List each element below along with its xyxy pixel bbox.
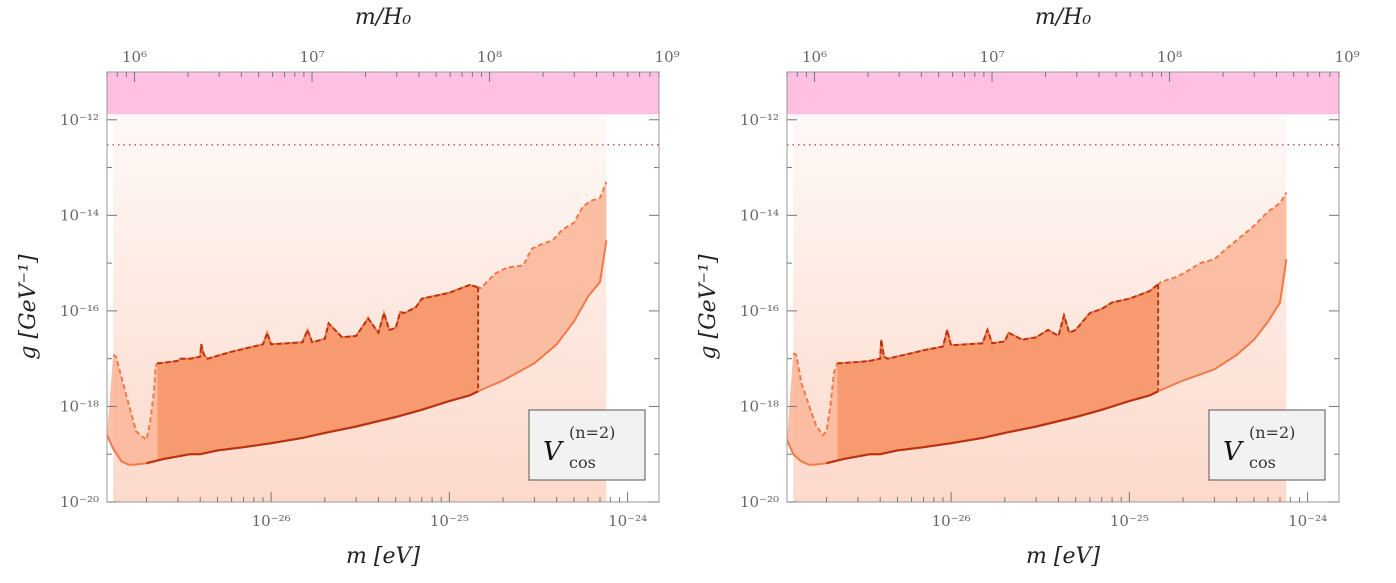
solid-inner-curve xyxy=(146,390,479,465)
y-tick-label: 10⁻²⁰ xyxy=(740,493,779,511)
y-tick-label: 10⁻¹⁴ xyxy=(60,206,99,224)
legend-superscript: (n=2) xyxy=(1249,423,1295,442)
top-tick-label: 10⁹ xyxy=(1335,48,1360,66)
dashed-inner-curve xyxy=(837,283,1159,365)
regions xyxy=(107,114,608,502)
solid-inner-curve xyxy=(826,390,1159,465)
y-tick-label: 10⁻¹⁶ xyxy=(740,302,779,320)
y-tick-label: 10⁻¹⁴ xyxy=(740,206,779,224)
legend-label: V xyxy=(1223,437,1244,467)
panel-1: 10⁻²⁶ 10⁻²⁵ 10⁻²⁴ 10⁶ 10⁷ 10⁸ 10⁹ 10⁻¹² 10⁻¹⁴ 10⁻… xyxy=(16,5,680,569)
y-tick-label: 10⁻¹² xyxy=(60,111,99,129)
excluded-band xyxy=(107,72,659,115)
x-axis-title: m [eV] xyxy=(346,544,420,569)
x-tick-label: 10⁻²⁶ xyxy=(252,512,291,530)
y-tick-label: 10⁻¹² xyxy=(740,111,779,129)
excluded-band xyxy=(787,72,1339,115)
x-tick-label: 10⁻²⁵ xyxy=(430,512,469,530)
top-tick-label: 10⁸ xyxy=(1157,48,1182,66)
legend-superscript: (n=2) xyxy=(569,423,615,442)
dashed-inner-curve xyxy=(157,283,479,365)
top-tick-label: 10⁸ xyxy=(477,48,502,66)
legend-box xyxy=(528,409,646,481)
legend-subscript: cos xyxy=(1249,453,1276,472)
y-tick-label: 10⁻¹⁸ xyxy=(740,397,779,415)
plot-frame xyxy=(106,71,660,503)
y-tick-label: 10⁻¹⁸ xyxy=(60,397,99,415)
x-tick-label: 10⁻²⁴ xyxy=(1288,512,1327,530)
top-tick-label: 10⁶ xyxy=(122,48,147,66)
legend-label: V xyxy=(543,437,564,467)
legend-box xyxy=(1208,409,1326,481)
inner-allowed-region xyxy=(146,284,479,464)
x-tick-label: 10⁻²⁴ xyxy=(608,512,647,530)
top-tick-label: 10⁹ xyxy=(655,48,680,66)
regions xyxy=(787,114,1288,502)
x-axis-title: m [eV] xyxy=(1026,544,1100,569)
plot-frame xyxy=(786,71,1340,503)
top-tick-label: 10⁷ xyxy=(299,48,324,66)
legend-subscript: cos xyxy=(569,453,596,472)
top-tick-label: 10⁶ xyxy=(802,48,827,66)
y-axis-title: g [GeV⁻¹] xyxy=(16,254,41,360)
x-tick-label: 10⁻²⁶ xyxy=(932,512,971,530)
top-axis-title: m/H₀ xyxy=(355,5,411,30)
x-tick-label: 10⁻²⁵ xyxy=(1110,512,1149,530)
top-tick-label: 10⁷ xyxy=(979,48,1004,66)
panel-2: 10⁻²⁶ 10⁻²⁵ 10⁻²⁴ 10⁶ 10⁷ 10⁸ 10⁹ 10⁻¹² 10⁻¹⁴ 10⁻… xyxy=(696,5,1360,569)
y-tick-label: 10⁻¹⁶ xyxy=(60,302,99,320)
y-axis-title: g [GeV⁻¹] xyxy=(696,254,721,360)
inner-allowed-region xyxy=(826,284,1159,464)
y-tick-label: 10⁻²⁰ xyxy=(60,493,99,511)
top-axis-title: m/H₀ xyxy=(1035,5,1091,30)
